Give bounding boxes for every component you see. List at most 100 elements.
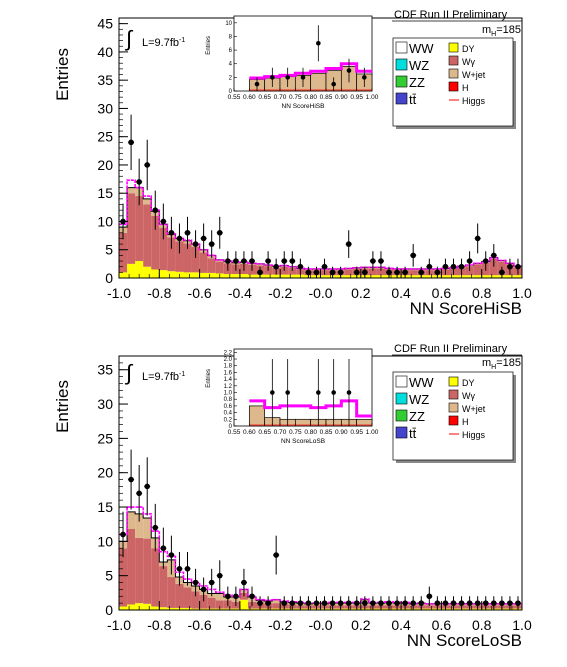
inset-y-tick-label: 0: [229, 424, 233, 430]
data-point: [442, 263, 449, 270]
bar: [489, 275, 498, 278]
luminosity-label: L=9.7fb-1: [142, 371, 185, 383]
inset-y-tick-label: 0.2: [224, 417, 233, 423]
data-point: [192, 241, 199, 247]
inset-y-tick-label: 4: [229, 62, 233, 68]
inset-y-tick-label: 2.0: [224, 357, 233, 363]
bar: [119, 232, 128, 273]
data-point: [128, 139, 134, 146]
bar: [441, 275, 450, 278]
data-point: [200, 235, 207, 242]
y-tick-label: 35: [97, 72, 113, 88]
x-tick-label: 0.4: [391, 617, 411, 633]
bar: [449, 275, 458, 278]
data-point: [490, 600, 497, 606]
bar: [135, 513, 144, 538]
legend-label: tt̄: [409, 92, 417, 107]
inset-x-tick-label: 0.80: [304, 94, 317, 101]
bar: [223, 608, 232, 610]
legend-swatch: [395, 58, 408, 71]
data-point: [176, 235, 183, 242]
x-tick-label: 0.8: [472, 285, 492, 301]
legend-swatch: [395, 92, 408, 105]
bar: [135, 261, 144, 278]
bar: [183, 587, 192, 608]
inset-x-tick-label: 0.55: [228, 429, 241, 436]
legend-label: H: [462, 83, 469, 93]
legend-swatch: [395, 41, 408, 54]
inset-y-tick-label: 10: [225, 21, 232, 27]
inset-data-point: [346, 390, 352, 395]
y-tick-label: 25: [97, 430, 113, 446]
data-point: [216, 229, 223, 236]
inset-data-point: [300, 75, 306, 80]
bar: [191, 591, 200, 609]
inset-y-tick-label: 2: [229, 75, 233, 81]
inset-x-tick-label: 0.95: [350, 429, 363, 436]
x-tick-label: -1.0: [107, 617, 131, 633]
legend-swatch: [448, 42, 459, 53]
data-point: [507, 600, 513, 606]
data-point: [466, 258, 473, 264]
data-point: [136, 490, 142, 497]
inset-y-tick-label: 0.8: [224, 397, 233, 403]
bar: [127, 604, 136, 610]
data-point: [216, 572, 223, 579]
data-point: [184, 566, 191, 572]
data-point: [458, 263, 465, 270]
bar: [288, 267, 297, 275]
data-point: [490, 252, 497, 259]
bar: [425, 608, 434, 610]
y-tick-label: 0: [105, 270, 113, 286]
bar: [344, 269, 353, 276]
data-point: [128, 476, 134, 483]
integral-sign: ∫: [124, 360, 134, 385]
data-point: [386, 600, 392, 606]
inset-data-point: [331, 390, 336, 395]
data-point: [208, 579, 215, 586]
data-point: [321, 600, 328, 606]
bar: [151, 269, 160, 278]
x-tick-label: 0.8: [472, 617, 492, 633]
data-point: [353, 269, 360, 276]
bar: [425, 605, 434, 609]
inset-y-tick-label: 1.6: [224, 370, 233, 376]
bar: [143, 198, 152, 205]
bar: [280, 274, 289, 278]
data-point: [321, 263, 328, 270]
integral-sign: ∫: [124, 26, 134, 51]
bar: [473, 264, 482, 276]
data-point: [168, 229, 175, 236]
legend-label: WZ: [409, 58, 429, 73]
bar: [231, 274, 240, 278]
x-tick-label: 0.6: [432, 617, 452, 633]
inset-data-point: [316, 40, 321, 46]
inset-y-tick-label: 0: [229, 89, 233, 95]
bar: [151, 606, 160, 610]
inset-data-point: [270, 75, 275, 80]
legend-label: ZZ: [409, 75, 425, 90]
bar: [159, 607, 168, 610]
bar: [489, 258, 498, 276]
bar: [127, 528, 136, 605]
bar: [199, 272, 208, 278]
x-tick-label: -1.0: [107, 285, 131, 301]
legend-swatch: [448, 81, 459, 92]
data-point: [378, 600, 384, 606]
inset-y-tick-label: 8: [229, 34, 233, 40]
bar: [159, 270, 168, 278]
data-point: [515, 263, 521, 270]
x-tick-label: 0.2: [351, 285, 371, 301]
legend-swatch: [395, 409, 408, 422]
data-point: [418, 600, 425, 606]
bar: [344, 275, 353, 278]
data-point: [515, 600, 521, 606]
bar: [191, 246, 200, 273]
legend-swatch: [395, 75, 408, 88]
data-point: [313, 269, 320, 276]
mass-label: mH=185: [482, 24, 521, 38]
inset-x-tick-label: 0.85: [320, 94, 333, 101]
bar: [272, 603, 281, 609]
